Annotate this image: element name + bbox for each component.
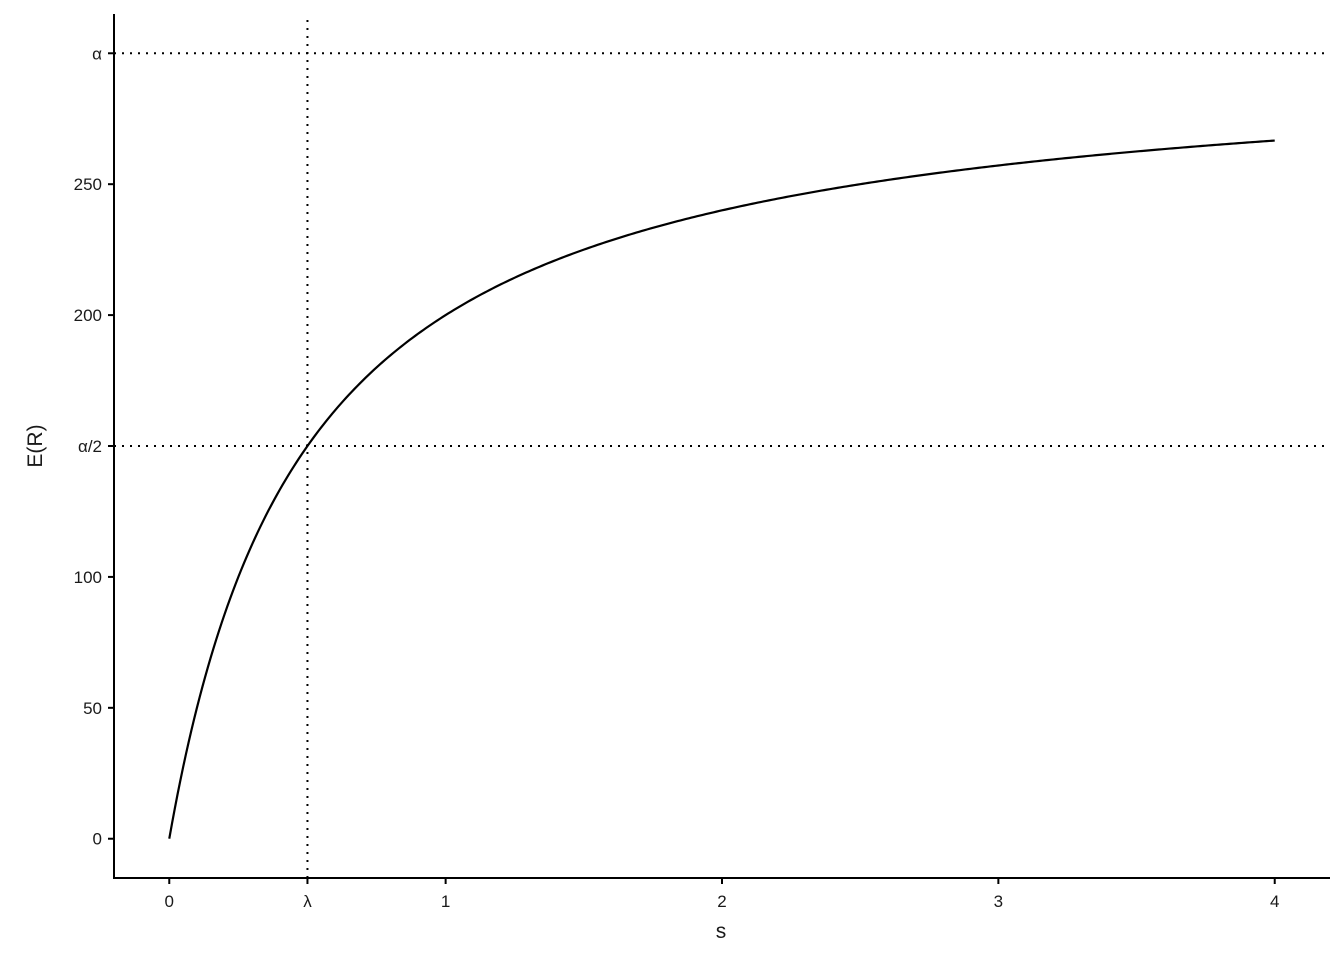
x-tick-label: 3 bbox=[994, 892, 1003, 911]
x-tick-label: 2 bbox=[717, 892, 726, 911]
y-tick-label: 0 bbox=[93, 830, 102, 849]
x-tick-label: 1 bbox=[441, 892, 450, 911]
y-tick-label: α/2 bbox=[78, 437, 102, 456]
y-tick-label: 100 bbox=[74, 568, 102, 587]
y-tick-label: 200 bbox=[74, 306, 102, 325]
y-axis-title: E(R) bbox=[24, 424, 47, 467]
y-ticks: 0 50 100 α/2 200 250 α bbox=[74, 44, 114, 849]
x-tick-label: 4 bbox=[1270, 892, 1279, 911]
reference-lines bbox=[114, 20, 1330, 878]
x-ticks: 0 λ 1 2 3 4 bbox=[165, 878, 1279, 911]
series-curve bbox=[168, 139, 1275, 839]
y-tick-label: α bbox=[92, 44, 102, 63]
y-tick-label: 50 bbox=[83, 699, 102, 718]
x-tick-label: 0 bbox=[165, 892, 174, 911]
x-axis-title: s bbox=[716, 920, 727, 943]
x-tick-label: λ bbox=[303, 892, 312, 911]
y-tick-label: 250 bbox=[74, 175, 102, 194]
